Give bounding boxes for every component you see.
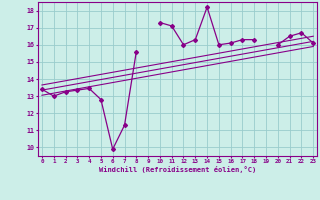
- X-axis label: Windchill (Refroidissement éolien,°C): Windchill (Refroidissement éolien,°C): [99, 166, 256, 173]
